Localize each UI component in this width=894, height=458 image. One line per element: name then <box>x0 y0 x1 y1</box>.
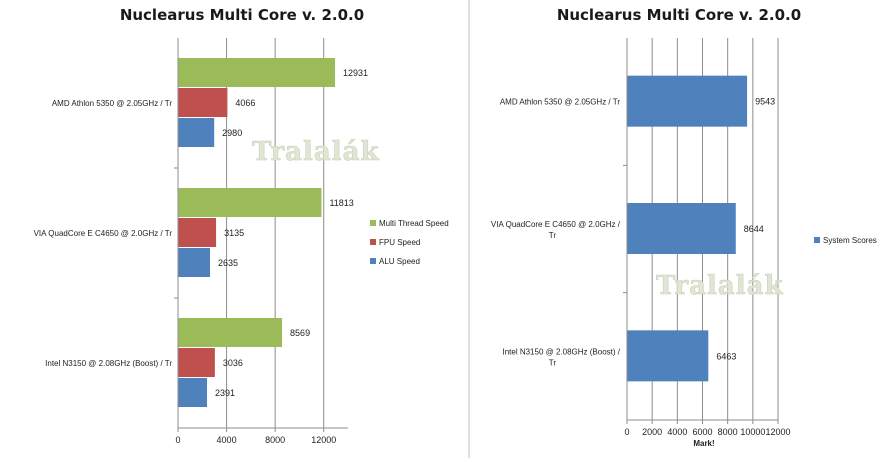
bar <box>178 58 336 87</box>
bar <box>178 318 283 347</box>
x-tick-label: 6000 <box>692 427 712 437</box>
category-label: Intel N3150 @ 2.08GHz (Boost) / Tr <box>45 359 172 368</box>
data-label: 8644 <box>744 224 764 234</box>
x-tick-label: 4000 <box>667 427 687 437</box>
data-label: 2980 <box>222 128 242 138</box>
legend-swatch <box>370 239 376 245</box>
category-label: VIA QuadCore E C4650 @ 2.0GHz / Tr <box>491 220 621 240</box>
x-axis-title: Mark! <box>693 439 714 448</box>
legend-label: System Scores <box>823 236 877 245</box>
x-tick-label: 2000 <box>642 427 662 437</box>
legend-label: FPU Speed <box>379 238 420 247</box>
bar <box>178 248 210 277</box>
bar <box>178 88 228 117</box>
chart-title: Nuclearus Multi Core v. 2.0.0 <box>120 6 364 24</box>
x-tick-label: 4000 <box>217 435 237 445</box>
legend-swatch <box>814 237 820 243</box>
data-label: 12931 <box>343 68 368 78</box>
bar <box>627 330 709 382</box>
category-label: AMD Athlon 5350 @ 2.05GHz / Tr <box>52 99 173 108</box>
chart-title: Nuclearus Multi Core v. 2.0.0 <box>557 6 801 24</box>
legend-label: ALU Speed <box>379 257 420 266</box>
x-tick-label: 8000 <box>265 435 285 445</box>
data-label: 2635 <box>218 258 238 268</box>
data-label: 2391 <box>215 388 235 398</box>
x-tick-label: 8000 <box>718 427 738 437</box>
watermark-left: Tralalák <box>252 137 379 167</box>
data-label: 6463 <box>716 351 736 361</box>
data-label: 3036 <box>223 358 243 368</box>
x-tick-label: 12000 <box>311 435 336 445</box>
x-tick-label: 0 <box>175 435 180 445</box>
data-label: 4066 <box>235 98 255 108</box>
bar <box>178 118 215 147</box>
bar <box>178 218 217 247</box>
category-label: AMD Athlon 5350 @ 2.05GHz / Tr <box>500 98 621 107</box>
legend-swatch <box>370 220 376 226</box>
bar <box>178 348 215 377</box>
legend-swatch <box>370 258 376 264</box>
data-label: 9543 <box>755 97 775 107</box>
bar <box>627 203 736 254</box>
multi-core-chart: Nuclearus Multi Core v. 2.0.0 12931 4066 2… <box>34 6 449 445</box>
system-scores-chart: Nuclearus Multi Core v. 2.0.0 9543 8644 64… <box>491 6 877 448</box>
bar <box>178 188 322 217</box>
x-tick-label: 0 <box>624 427 629 437</box>
data-label: 3135 <box>224 228 244 238</box>
data-label: 11813 <box>329 198 353 208</box>
watermark-right: Tralalák <box>656 271 783 301</box>
data-label: 8569 <box>290 328 310 338</box>
category-label: VIA QuadCore E C4650 @ 2.0GHz / Tr <box>34 229 173 238</box>
bar <box>178 378 208 407</box>
category-label: Intel N3150 @ 2.08GHz (Boost) / Tr <box>502 347 620 367</box>
x-tick-label: 12000 <box>765 427 790 437</box>
legend-label: Multi Thread Speed <box>379 219 449 228</box>
x-tick-label: 10000 <box>740 427 765 437</box>
bar <box>627 75 748 127</box>
